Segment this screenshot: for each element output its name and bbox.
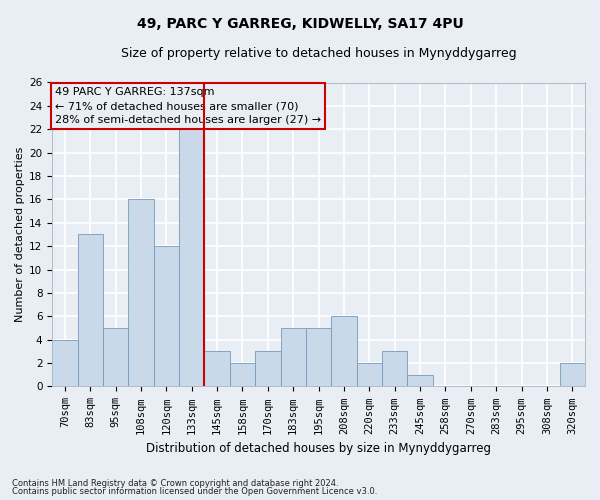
Text: 49 PARC Y GARREG: 137sqm
← 71% of detached houses are smaller (70)
28% of semi-d: 49 PARC Y GARREG: 137sqm ← 71% of detach… xyxy=(55,87,321,125)
Bar xyxy=(230,363,255,386)
X-axis label: Distribution of detached houses by size in Mynyddygarreg: Distribution of detached houses by size … xyxy=(146,442,491,455)
Text: Contains public sector information licensed under the Open Government Licence v3: Contains public sector information licen… xyxy=(12,487,377,496)
Bar xyxy=(103,328,128,386)
Bar xyxy=(154,246,179,386)
Bar xyxy=(205,352,230,386)
Bar xyxy=(179,130,205,386)
Bar xyxy=(407,375,433,386)
Title: Size of property relative to detached houses in Mynyddygarreg: Size of property relative to detached ho… xyxy=(121,48,517,60)
Bar xyxy=(331,316,356,386)
Text: 49, PARC Y GARREG, KIDWELLY, SA17 4PU: 49, PARC Y GARREG, KIDWELLY, SA17 4PU xyxy=(137,18,463,32)
Bar xyxy=(52,340,77,386)
Bar xyxy=(306,328,331,386)
Bar xyxy=(128,200,154,386)
Text: Contains HM Land Registry data © Crown copyright and database right 2024.: Contains HM Land Registry data © Crown c… xyxy=(12,478,338,488)
Bar xyxy=(356,363,382,386)
Bar xyxy=(560,363,585,386)
Bar xyxy=(281,328,306,386)
Bar xyxy=(255,352,281,386)
Bar xyxy=(382,352,407,386)
Y-axis label: Number of detached properties: Number of detached properties xyxy=(15,147,25,322)
Bar xyxy=(77,234,103,386)
